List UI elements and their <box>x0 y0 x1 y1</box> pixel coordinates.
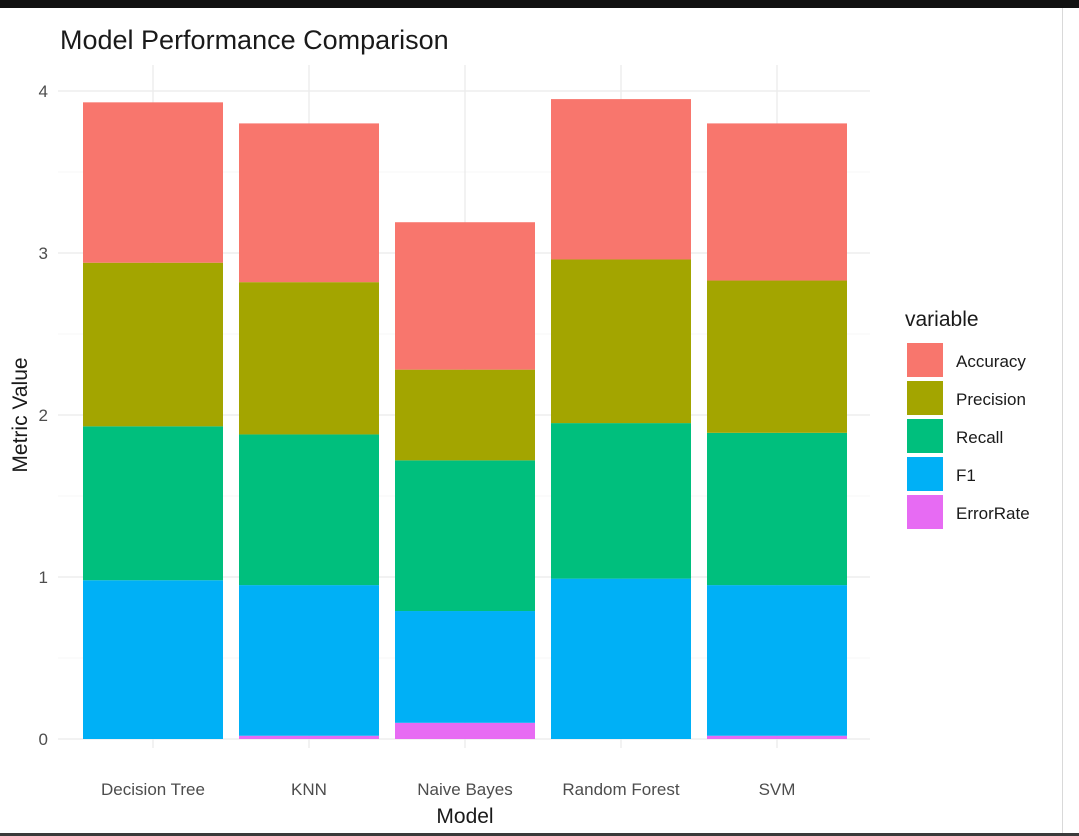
legend-key-errorrate <box>907 495 943 529</box>
bar-knn-precision <box>239 282 379 435</box>
legend-key-f1 <box>907 457 943 491</box>
y-tick-label: 0 <box>39 730 48 749</box>
bar-random-forest-accuracy <box>551 99 691 260</box>
bars <box>83 99 847 739</box>
bar-svm-recall <box>707 432 847 586</box>
x-tick-label: Naive Bayes <box>417 780 512 799</box>
bar-svm-errorrate <box>707 735 847 739</box>
legend-key-accuracy <box>907 343 943 377</box>
bar-random-forest-f1 <box>551 578 691 739</box>
figure-right-edge <box>1062 8 1063 836</box>
x-tick-label: Random Forest <box>562 780 679 799</box>
x-tick-label: Decision Tree <box>101 780 205 799</box>
x-axis-ticks: Decision Tree KNN Naive Bayes Random Forest… <box>101 780 795 799</box>
legend: variable Accuracy Precision Recall F1 ErrorR… <box>905 308 1030 529</box>
legend-key-precision <box>907 381 943 415</box>
legend-label-errorrate: ErrorRate <box>956 504 1030 523</box>
bar-svm-accuracy <box>707 123 847 281</box>
bar-decision-tree-recall <box>83 426 223 581</box>
y-tick-label: 2 <box>39 406 48 425</box>
chart-title: Model Performance Comparison <box>60 25 449 55</box>
y-axis-title: Metric Value <box>9 357 32 472</box>
x-tick-label: KNN <box>291 780 327 799</box>
bar-naive-bayes-accuracy <box>395 222 535 370</box>
bar-knn-recall <box>239 434 379 586</box>
bar-naive-bayes-f1 <box>395 611 535 723</box>
bar-knn-errorrate <box>239 735 379 739</box>
x-axis-title: Model <box>436 805 493 828</box>
legend-label-precision: Precision <box>956 390 1026 409</box>
legend-key-recall <box>907 419 943 453</box>
y-tick-label: 1 <box>39 568 48 587</box>
x-tick-label: SVM <box>759 780 796 799</box>
bar-naive-bayes-recall <box>395 460 535 612</box>
bar-svm-precision <box>707 280 847 433</box>
bar-decision-tree-precision <box>83 262 223 427</box>
bar-random-forest-precision <box>551 259 691 424</box>
legend-title: variable <box>905 308 979 331</box>
legend-label-f1: F1 <box>956 466 976 485</box>
window-top-strip <box>0 0 1079 8</box>
y-axis-ticks: 0 1 2 3 4 <box>39 82 48 749</box>
bar-naive-bayes-precision <box>395 369 535 461</box>
legend-label-accuracy: Accuracy <box>956 352 1026 371</box>
bar-naive-bayes-errorrate <box>395 722 535 739</box>
legend-label-recall: Recall <box>956 428 1003 447</box>
figure-bottom-edge <box>0 833 1079 836</box>
bar-decision-tree-accuracy <box>83 102 223 263</box>
bar-knn-f1 <box>239 585 379 736</box>
bar-knn-accuracy <box>239 123 379 283</box>
bar-decision-tree-f1 <box>83 580 223 739</box>
y-tick-label: 4 <box>39 82 48 101</box>
y-tick-label: 3 <box>39 244 48 263</box>
bar-svm-f1 <box>707 585 847 736</box>
bar-random-forest-recall <box>551 423 691 579</box>
